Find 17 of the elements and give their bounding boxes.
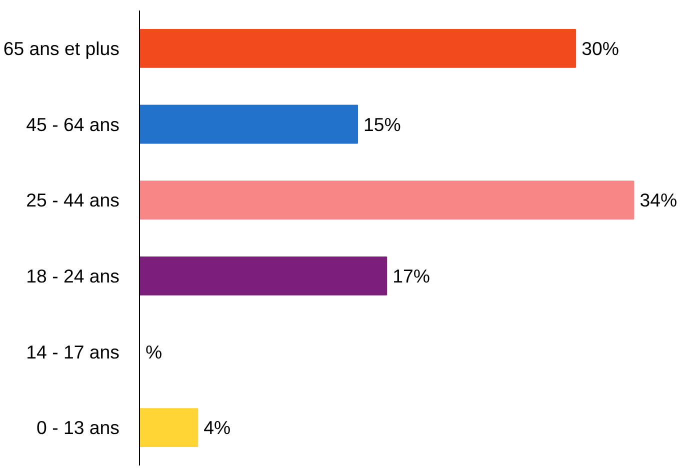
y-tick-label: 18 - 24 ans	[26, 265, 120, 286]
bar	[140, 28, 576, 68]
y-tick-label: 14 - 17 ans	[26, 341, 120, 362]
text: %	[146, 341, 162, 362]
bar	[140, 104, 358, 144]
data-label: 15%	[364, 114, 401, 135]
data-label: 30%	[582, 38, 619, 59]
bar	[140, 180, 634, 220]
data-label: 34%	[640, 190, 678, 211]
data-label: 17%	[392, 265, 430, 286]
bar	[140, 408, 198, 448]
data-label: 4%	[204, 417, 231, 438]
y-tick-label: 65 ans et plus	[3, 38, 120, 59]
bar	[140, 256, 388, 296]
y-tick-label: 0 - 13 ans	[36, 417, 120, 438]
y-tick-label: 25 - 44 ans	[26, 190, 120, 211]
y-tick-label: 45 - 64 ans	[26, 114, 120, 135]
